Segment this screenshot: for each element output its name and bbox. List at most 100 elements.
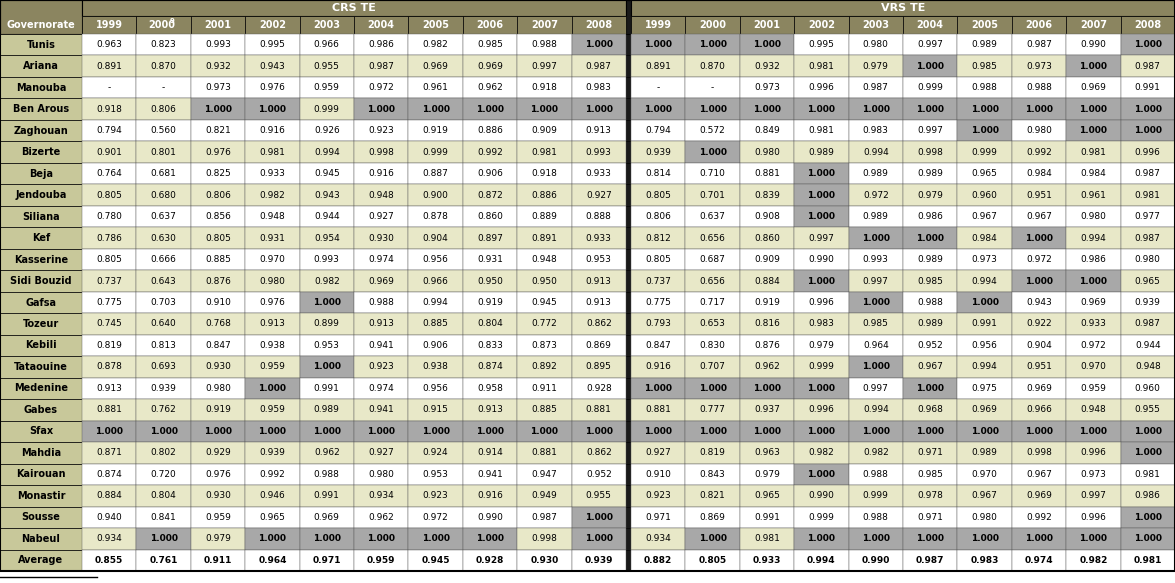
Text: 0.960: 0.960 — [1135, 384, 1161, 393]
Bar — [190, 163, 246, 184]
Text: 0.940: 0.940 — [96, 513, 122, 522]
Text: 0.931: 0.931 — [260, 234, 286, 243]
Bar — [82, 249, 136, 271]
Bar — [631, 249, 685, 271]
Text: 0.923: 0.923 — [368, 363, 394, 371]
Bar — [685, 163, 740, 184]
Text: 0.930: 0.930 — [206, 363, 231, 371]
Bar — [300, 271, 354, 292]
Bar — [740, 55, 794, 77]
Bar — [190, 442, 246, 463]
Bar — [300, 292, 354, 313]
Text: 0.969: 0.969 — [1081, 83, 1107, 92]
Text: 1.000: 1.000 — [807, 384, 835, 393]
Bar — [0, 120, 82, 142]
Bar — [631, 378, 685, 399]
Bar — [409, 442, 463, 463]
Text: 1.000: 1.000 — [971, 126, 999, 135]
Bar — [571, 120, 626, 142]
Bar — [190, 184, 246, 206]
Bar — [685, 184, 740, 206]
Bar — [136, 206, 190, 227]
Text: 0.987: 0.987 — [862, 83, 888, 92]
Text: 0.931: 0.931 — [477, 255, 503, 264]
Bar — [904, 16, 958, 34]
Bar — [246, 227, 300, 249]
Text: 0.963: 0.963 — [96, 40, 122, 49]
Text: 0.997: 0.997 — [808, 234, 834, 243]
Bar — [631, 55, 685, 77]
Bar — [1121, 206, 1175, 227]
Text: 0.915: 0.915 — [423, 405, 449, 415]
Bar — [463, 507, 517, 528]
Bar — [571, 77, 626, 99]
Text: 1.000: 1.000 — [1025, 427, 1053, 436]
Text: 0.961: 0.961 — [423, 83, 449, 92]
Text: 0.998: 0.998 — [531, 534, 557, 543]
Bar — [794, 399, 848, 421]
Bar — [463, 206, 517, 227]
Text: 0.990: 0.990 — [861, 556, 889, 565]
Text: 0.975: 0.975 — [972, 384, 998, 393]
Text: 1.000: 1.000 — [422, 534, 450, 543]
Text: 0.990: 0.990 — [477, 513, 503, 522]
Text: 0.630: 0.630 — [150, 234, 176, 243]
Text: 0.891: 0.891 — [531, 234, 557, 243]
Bar — [136, 292, 190, 313]
Bar — [300, 421, 354, 442]
Bar — [631, 120, 685, 142]
Bar — [685, 227, 740, 249]
Text: 0.930: 0.930 — [530, 556, 558, 565]
Bar — [848, 206, 904, 227]
Bar — [1066, 77, 1121, 99]
Bar — [136, 249, 190, 271]
Text: 1.000: 1.000 — [971, 427, 999, 436]
Text: 2003: 2003 — [314, 20, 341, 30]
Bar — [631, 463, 685, 485]
Bar — [794, 313, 848, 335]
Text: 0.968: 0.968 — [918, 405, 944, 415]
Text: 0.870: 0.870 — [699, 62, 725, 71]
Text: 1.000: 1.000 — [204, 427, 231, 436]
Bar — [409, 34, 463, 55]
Text: Tozeur: Tozeur — [22, 319, 59, 329]
Bar — [354, 399, 409, 421]
Text: 0.955: 0.955 — [586, 491, 612, 500]
Bar — [0, 142, 82, 163]
Text: 0.701: 0.701 — [699, 191, 725, 199]
Text: 1.000: 1.000 — [422, 427, 450, 436]
Text: Siliana: Siliana — [22, 212, 60, 222]
Text: 0.992: 0.992 — [260, 470, 286, 479]
Bar — [1066, 163, 1121, 184]
Bar — [354, 442, 409, 463]
Bar — [463, 163, 517, 184]
Text: Sfax: Sfax — [29, 426, 53, 437]
Bar — [82, 335, 136, 356]
Bar — [626, 163, 631, 184]
Bar — [904, 55, 958, 77]
Text: 0.821: 0.821 — [206, 126, 230, 135]
Text: 0.983: 0.983 — [586, 83, 612, 92]
Text: 0.991: 0.991 — [314, 491, 340, 500]
Text: 0.956: 0.956 — [423, 255, 449, 264]
Bar — [958, 292, 1012, 313]
Bar — [571, 249, 626, 271]
Text: 2004: 2004 — [368, 20, 395, 30]
Text: 0.977: 0.977 — [1135, 212, 1161, 221]
Bar — [571, 421, 626, 442]
Bar — [1012, 120, 1066, 142]
Bar — [1012, 550, 1066, 571]
Text: 0.997: 0.997 — [918, 40, 944, 49]
Bar — [794, 163, 848, 184]
Bar — [740, 120, 794, 142]
Bar — [571, 16, 626, 34]
Text: 0.891: 0.891 — [96, 62, 122, 71]
Text: 0.983: 0.983 — [808, 319, 834, 328]
Text: 0.889: 0.889 — [531, 212, 557, 221]
Bar — [1121, 485, 1175, 507]
Bar — [904, 120, 958, 142]
Text: 0.979: 0.979 — [206, 534, 231, 543]
Bar — [409, 206, 463, 227]
Text: 0.994: 0.994 — [972, 276, 998, 286]
Text: 0.972: 0.972 — [368, 83, 394, 92]
